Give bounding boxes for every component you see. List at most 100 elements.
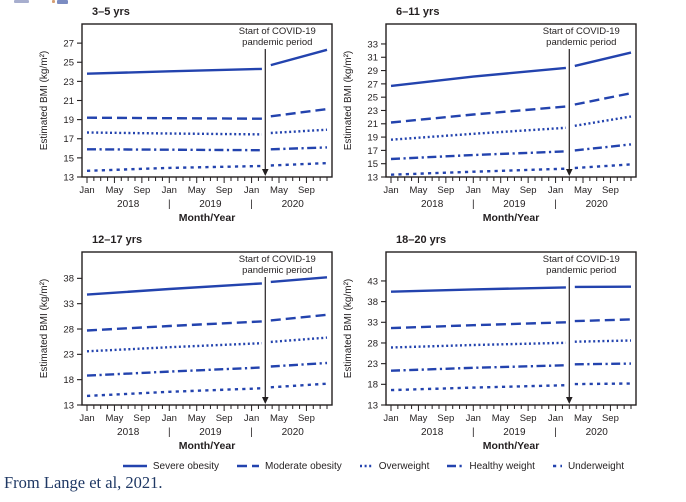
- svg-text:13: 13: [63, 400, 74, 411]
- series-shortdash-post: [574, 163, 632, 170]
- svg-text:|: |: [250, 427, 253, 438]
- series-dashdot-post: [574, 362, 632, 366]
- svg-text:19: 19: [367, 132, 378, 143]
- svg-text:|: |: [472, 427, 475, 438]
- series-dashed-pre: [86, 116, 262, 120]
- chart-canvas-6-11-yrs: 13 15 17 19 21 23 25 27 29 31 33 Jan May Sep Jan May Sep…: [343, 23, 637, 224]
- svg-text:27: 27: [367, 79, 378, 90]
- svg-text:2020: 2020: [282, 427, 305, 438]
- series-shortdash-pre: [390, 384, 566, 392]
- svg-text:Sep: Sep: [520, 185, 537, 196]
- svg-text:2019: 2019: [199, 199, 222, 210]
- svg-text:2020: 2020: [586, 199, 609, 210]
- series-dashdot-pre: [86, 148, 262, 152]
- legend: Severe obesity Moderate obesity Overweig…: [80, 458, 666, 474]
- svg-text:Jan: Jan: [162, 413, 177, 424]
- axes: 13 15 17 19 21 23 25 27 Jan May Sep Jan May Sep Jan May…: [39, 23, 333, 224]
- legend-item-healthy-weight: Healthy weight: [446, 461, 535, 472]
- svg-text:May: May: [409, 413, 427, 424]
- series-dashed-post: [574, 92, 632, 106]
- panel-title: 12–17 yrs: [92, 234, 143, 246]
- series-dotted-pre: [390, 126, 566, 141]
- svg-text:May: May: [270, 413, 288, 424]
- svg-text:23: 23: [63, 77, 74, 88]
- series-solid-post: [270, 276, 328, 284]
- svg-text:2019: 2019: [503, 427, 526, 438]
- series-shortdash-post: [270, 161, 328, 167]
- series-solid-pre: [390, 286, 566, 293]
- legend-label: Underweight: [567, 460, 625, 472]
- series-shortdash-pre: [390, 167, 566, 176]
- series-dashed-post: [270, 313, 328, 322]
- svg-text:Month/Year: Month/Year: [179, 440, 236, 452]
- series-dashed-post: [270, 107, 328, 118]
- svg-text:Sep: Sep: [602, 413, 619, 424]
- svg-text:Sep: Sep: [298, 413, 315, 424]
- svg-text:May: May: [492, 413, 510, 424]
- series-lines: [86, 48, 328, 172]
- svg-text:2019: 2019: [503, 199, 526, 210]
- series-shortdash-post: [574, 382, 632, 386]
- svg-text:Estimated BMI (kg/m²): Estimated BMI (kg/m²): [39, 51, 50, 150]
- axes: 13 18 23 28 33 38 43 Jan May Sep Jan May Sep Jan May Se…: [343, 251, 637, 452]
- panel-title: 6–11 yrs: [396, 6, 440, 18]
- svg-text:19: 19: [63, 115, 74, 126]
- legend-label: Severe obesity: [152, 460, 220, 472]
- svg-text:May: May: [188, 413, 206, 424]
- svg-text:2018: 2018: [117, 427, 140, 438]
- svg-text:Start of COVID-19: Start of COVID-19: [239, 26, 316, 37]
- series-dashdot-post: [270, 146, 328, 151]
- svg-text:31: 31: [367, 53, 378, 64]
- svg-text:Month/Year: Month/Year: [483, 212, 540, 224]
- svg-text:28: 28: [367, 338, 378, 349]
- svg-text:17: 17: [367, 146, 378, 157]
- svg-text:Jan: Jan: [383, 185, 398, 196]
- svg-text:15: 15: [63, 153, 74, 164]
- legend-line-sample-shortdash: [552, 464, 562, 468]
- panel-title: 3–5 yrs: [92, 6, 130, 18]
- svg-text:Jan: Jan: [244, 413, 259, 424]
- svg-text:23: 23: [367, 359, 378, 370]
- svg-text:18: 18: [367, 380, 378, 391]
- series-dashdot-pre: [390, 364, 566, 372]
- svg-text:13: 13: [367, 172, 378, 183]
- svg-text:25: 25: [63, 58, 74, 69]
- chart-canvas-18-20-yrs: 13 18 23 28 33 38 43 Jan May Sep Jan May Sep Jan May Se…: [343, 251, 637, 452]
- svg-text:Sep: Sep: [133, 413, 150, 424]
- legend-item-underweight: Underweight: [552, 461, 624, 472]
- svg-text:pandemic period: pandemic period: [242, 265, 312, 276]
- svg-text:2020: 2020: [282, 199, 305, 210]
- series-dotted-post: [574, 115, 632, 127]
- svg-text:|: |: [472, 199, 475, 210]
- svg-text:17: 17: [63, 134, 74, 145]
- svg-text:May: May: [574, 185, 592, 196]
- svg-text:Jan: Jan: [383, 413, 398, 424]
- legend-item-overweight: Overweight: [359, 460, 430, 472]
- series-dashdot-post: [270, 361, 328, 368]
- svg-text:May: May: [105, 185, 123, 196]
- series-dashed-pre: [390, 321, 566, 330]
- series-lines: [390, 51, 632, 176]
- series-dotted-pre: [86, 131, 262, 136]
- svg-text:May: May: [492, 185, 510, 196]
- svg-text:43: 43: [367, 276, 378, 287]
- svg-text:33: 33: [63, 299, 74, 310]
- chart-canvas-12-17-yrs: 13 18 23 28 33 38 Jan May Sep Jan May Sep Jan May Sep 2…: [39, 251, 333, 452]
- svg-text:Jan: Jan: [244, 185, 259, 196]
- svg-text:15: 15: [367, 159, 378, 170]
- chart-panel-6-11-yrs: 6–11 yrs 13 15 17 19 21 23 25 27 29 31 33 Jan May Sep…: [340, 6, 642, 228]
- svg-text:|: |: [250, 199, 253, 210]
- legend-label: Overweight: [378, 460, 430, 472]
- series-dashdot-pre: [390, 150, 566, 161]
- svg-text:2019: 2019: [199, 427, 222, 438]
- svg-text:2018: 2018: [421, 427, 444, 438]
- svg-text:Month/Year: Month/Year: [483, 440, 540, 452]
- svg-text:pandemic period: pandemic period: [546, 37, 616, 48]
- chart-canvas-3-5-yrs: 13 15 17 19 21 23 25 27 Jan May Sep Jan May Sep Jan May…: [39, 23, 333, 224]
- svg-text:33: 33: [367, 318, 378, 329]
- legend-label: Healthy weight: [469, 460, 535, 472]
